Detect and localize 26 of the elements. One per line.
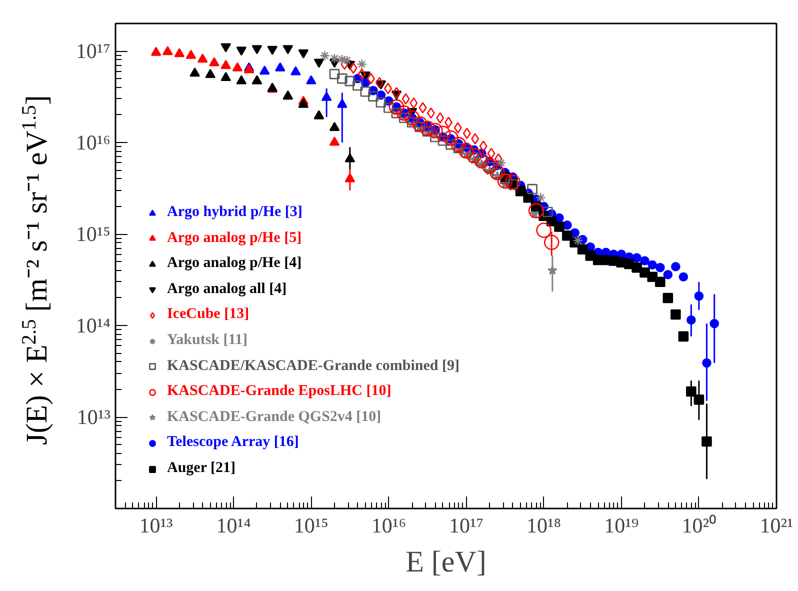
legend-label: KASCADE-Grande QGS2v4 [10] — [167, 408, 382, 426]
x-tick-label: 10²¹ — [760, 514, 794, 538]
legend-label: Telescope Array [16] — [167, 434, 299, 452]
y-tick-label: 10¹⁷ — [76, 39, 111, 64]
x-tick-label: 10¹⁸ — [526, 514, 562, 538]
legend-label: Argo analog p/He [4] — [167, 255, 302, 272]
x-tick-label: 10¹³ — [139, 514, 173, 538]
x-axis-title: E [eV] — [406, 546, 486, 578]
x-tick-label: 10²⁰ — [682, 514, 716, 538]
legend-label: Auger [21] — [167, 460, 236, 477]
y-tick-label: 10¹⁶ — [76, 130, 111, 155]
y-tick-label: 10¹⁴ — [76, 314, 111, 338]
legend-label: KASCADE-Grande EposLHC [10] — [167, 383, 392, 400]
y-tick-label: 10¹³ — [76, 405, 110, 430]
legend-label: Argo analog all [4] — [167, 280, 287, 298]
legend-label: IceCube [13] — [167, 306, 250, 324]
x-tick-label: 10¹⁶ — [371, 514, 406, 538]
y-tick-label: 10¹⁵ — [76, 222, 111, 246]
x-tick-label: 10¹⁴ — [216, 514, 251, 538]
x-tick-label: 10¹⁹ — [604, 514, 639, 538]
x-tick-label: 10¹⁵ — [294, 514, 328, 538]
x-tick-label: 10¹⁷ — [448, 514, 484, 538]
legend-label: KASCADE/KASCADE-Grande combined [9] — [167, 358, 460, 375]
legend-label: Argo hybrid p/He [3] — [167, 204, 302, 221]
legend-label: Yakutsk [11] — [167, 332, 248, 349]
legend-label: Argo analog p/He [5] — [167, 230, 302, 247]
